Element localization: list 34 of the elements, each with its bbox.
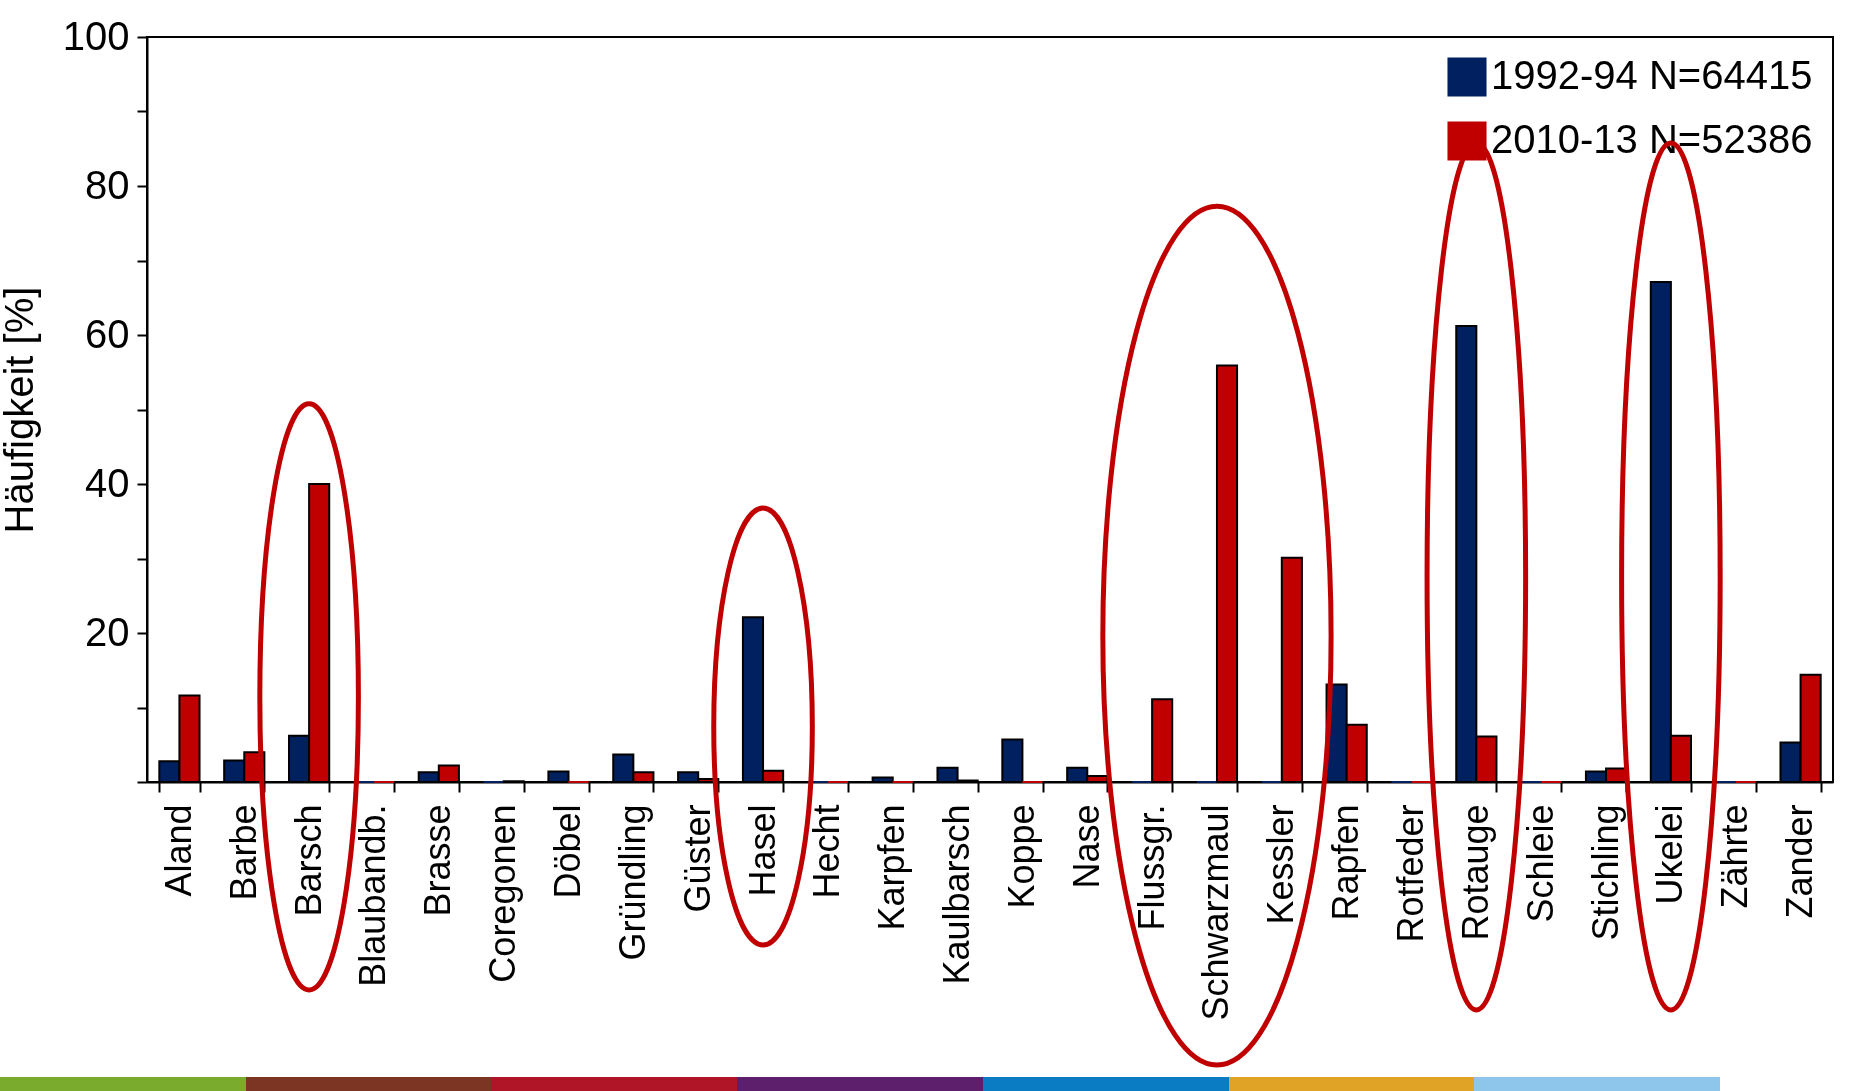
x-tick-label: Aland [157, 804, 199, 897]
x-tick-label: Zander [1779, 804, 1821, 919]
x-tick-label: Güster [676, 804, 718, 913]
x-tick-label: Döbel [547, 804, 588, 899]
y-tick-label: 40 [85, 460, 130, 505]
y-tick-label: 80 [85, 162, 130, 207]
x-tick-label: Hecht [806, 804, 848, 899]
y-tick-label: 60 [85, 311, 130, 356]
x-tick-label: Hasel [741, 804, 783, 897]
x-tick-label: Flussgr. [1130, 804, 1172, 931]
x-tick-label: Schleie [1519, 804, 1561, 923]
x-tick-label: Zährte [1714, 804, 1756, 909]
x-tick-label: Blaubandb. [352, 804, 394, 987]
x-tick-label: Kessler [1260, 804, 1302, 925]
y-tick-label: 100 [62, 13, 130, 58]
x-tick-label: Rotauge [1454, 804, 1496, 941]
x-tick-label: Rotfeder [1390, 804, 1431, 943]
x-tick-label: Koppe [1000, 804, 1042, 909]
x-tick-label: Rapfen [1325, 804, 1367, 921]
x-tick-label: Barbe [222, 804, 264, 901]
x-tick-label: Coregonen [482, 804, 524, 983]
legend-label: 2010-13 N=52386 [1491, 117, 1813, 161]
y-tick-label: 20 [85, 609, 130, 654]
x-tick-label: Nase [1065, 804, 1107, 889]
x-tick-label: Gründling [611, 804, 653, 961]
x-tick-label: Stichling [1584, 804, 1626, 941]
x-tick-label: Ukelei [1649, 804, 1691, 905]
x-tick-label: Kaulbarsch [936, 804, 978, 985]
x-tick-label: Brasse [417, 804, 459, 917]
x-tick-label: Barsch [287, 804, 329, 917]
x-tick-label: Schwarzmaul [1195, 804, 1237, 1021]
y-axis-title: Häufigkeit [%] [0, 286, 41, 534]
x-tick-label: Karpfen [871, 804, 913, 931]
legend-label: 1992-94 N=64415 [1491, 53, 1813, 97]
